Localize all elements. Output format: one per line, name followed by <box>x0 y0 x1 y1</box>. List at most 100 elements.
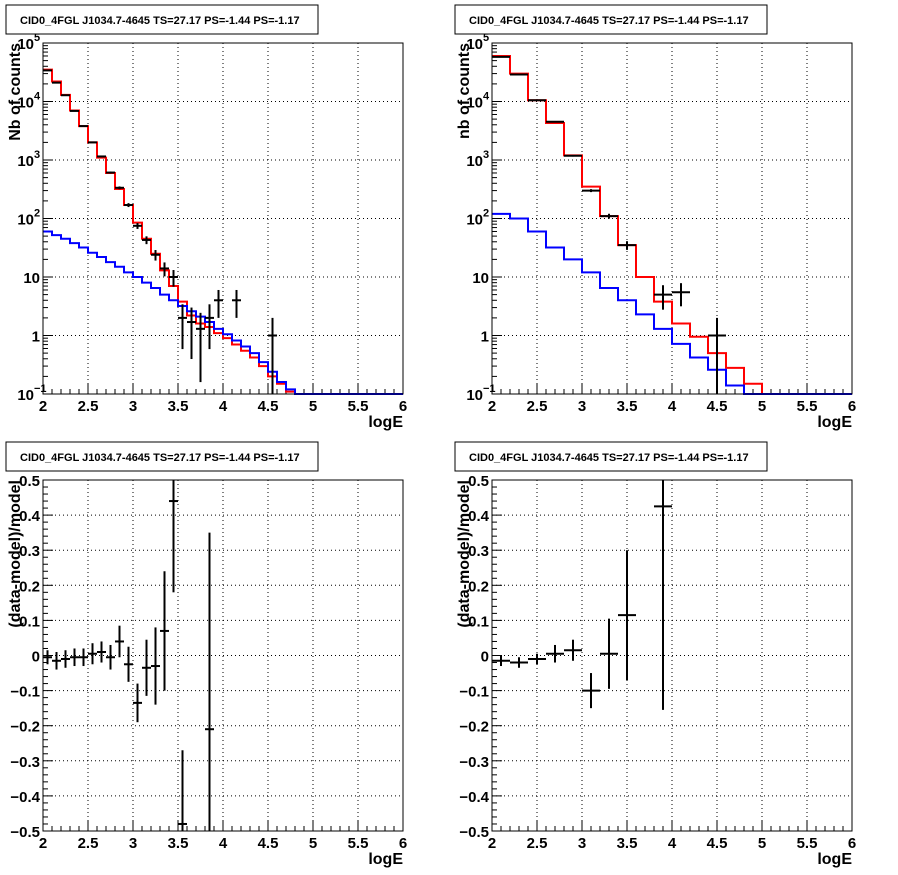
y-tick-label-exponent: 4 <box>483 91 490 103</box>
data-point <box>654 480 672 710</box>
data-point <box>582 189 600 193</box>
data-point <box>196 312 205 383</box>
y-tick-label: −0.4 <box>10 789 40 806</box>
data-point <box>268 317 277 394</box>
x-tick-label: 4.5 <box>707 835 728 852</box>
x-tick-label: 2.5 <box>78 835 99 852</box>
y-tick-label: −0.5 <box>10 824 40 841</box>
plot-frame <box>491 42 853 395</box>
x-tick-label: 4 <box>668 835 677 852</box>
plot-frame <box>42 479 404 832</box>
plot-frame <box>42 42 404 395</box>
data-point <box>205 304 214 350</box>
x-tick-label: 5 <box>758 835 766 852</box>
y-tick-label-exponent: 2 <box>483 208 489 220</box>
data-point <box>79 648 88 667</box>
y-tick-label: 0.2 <box>468 578 489 595</box>
data-point <box>160 571 169 691</box>
x-tick-label: 5.5 <box>348 398 369 415</box>
data-point <box>169 270 178 287</box>
data-point <box>600 618 618 689</box>
y-tick-label: 10 <box>17 387 34 404</box>
x-tick-label: 3 <box>578 835 586 852</box>
x-axis-label: logE <box>817 851 852 868</box>
chart-panel-1: CID0_4FGL J1034.7-4645 TS=27.17 PS=-1.44… <box>5 4 407 431</box>
data-point <box>600 213 618 219</box>
x-tick-label: 3.5 <box>617 398 638 415</box>
y-tick-label: 10 <box>23 270 40 287</box>
data-point <box>133 683 142 723</box>
x-tick-label: 2 <box>488 835 496 852</box>
y-tick-label-exponent: 3 <box>483 149 489 161</box>
x-tick-label: 3 <box>129 835 137 852</box>
data-point <box>510 657 528 668</box>
data-point <box>564 154 582 157</box>
data-point <box>97 155 106 158</box>
data-point <box>169 480 178 593</box>
x-tick-label: 5.5 <box>348 835 369 852</box>
y-axis-label: nb of counts <box>456 43 473 139</box>
data-point <box>106 171 115 174</box>
chart-title-box <box>5 441 319 472</box>
y-tick-label: 0 <box>32 649 40 666</box>
x-tick-label: 2 <box>39 398 47 415</box>
data-point <box>61 650 70 668</box>
data-point <box>618 550 636 681</box>
chart-title-box <box>454 441 768 472</box>
x-axis-label: logE <box>817 414 852 431</box>
y-tick-label: −0.2 <box>459 719 489 736</box>
y-tick-label: −0.1 <box>459 684 489 701</box>
data-point <box>708 317 726 394</box>
x-tick-label: 4.5 <box>707 398 728 415</box>
data-point <box>124 646 133 682</box>
data-point <box>232 289 241 318</box>
y-tick-label: 0.3 <box>19 543 40 560</box>
data-point <box>133 223 142 229</box>
y-tick-label-exponent: −1 <box>483 383 496 395</box>
y-tick-label: 0 <box>481 649 489 666</box>
data-point <box>88 643 97 665</box>
y-tick-label: 0.2 <box>19 578 40 595</box>
data-point <box>70 109 79 112</box>
data-point <box>492 655 510 667</box>
x-tick-label: 6 <box>848 398 856 415</box>
x-tick-label: 4.5 <box>258 835 279 852</box>
y-tick-label: 0.3 <box>468 543 489 560</box>
y-tick-label-exponent: 2 <box>34 208 40 220</box>
plot-frame <box>491 479 853 832</box>
x-tick-label: 4 <box>219 835 228 852</box>
data-point <box>546 644 564 663</box>
histogram-series-1 <box>492 54 852 395</box>
x-tick-label: 6 <box>848 835 856 852</box>
y-tick-label: 0.1 <box>19 613 40 630</box>
data-point <box>106 644 115 670</box>
y-tick-label-exponent: 4 <box>34 91 41 103</box>
y-tick-label: −0.1 <box>10 684 40 701</box>
x-axis-label: logE <box>368 851 403 868</box>
y-tick-label-exponent: 5 <box>483 32 489 44</box>
chart-title: CID0_4FGL J1034.7-4645 TS=27.17 PS=-1.44… <box>20 452 300 464</box>
data-point <box>151 250 160 261</box>
data-point <box>178 304 187 350</box>
y-tick-label-exponent: −1 <box>34 383 47 395</box>
x-tick-label: 3 <box>578 398 586 415</box>
y-tick-label: −0.5 <box>459 824 489 841</box>
x-tick-label: 4 <box>219 398 228 415</box>
x-tick-label: 4 <box>668 398 677 415</box>
x-tick-label: 3.5 <box>617 835 638 852</box>
x-tick-label: 2.5 <box>527 398 548 415</box>
data-point <box>618 241 636 250</box>
data-point <box>88 141 97 144</box>
y-tick-label: 10 <box>466 95 483 112</box>
data-point <box>142 639 151 696</box>
data-point <box>160 262 169 277</box>
x-tick-label: 4.5 <box>258 398 279 415</box>
x-tick-label: 2.5 <box>78 398 99 415</box>
data-point <box>97 641 106 663</box>
x-tick-label: 2 <box>488 398 496 415</box>
x-tick-label: 6 <box>399 398 407 415</box>
x-tick-label: 2 <box>39 835 47 852</box>
y-tick-label: 0.5 <box>468 473 489 490</box>
x-tick-label: 3 <box>129 398 137 415</box>
